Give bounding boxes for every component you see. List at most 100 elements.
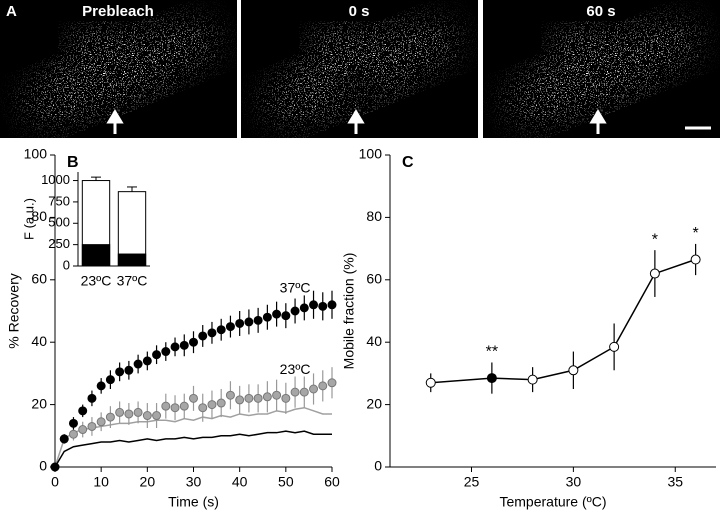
y-tick-label: 100 bbox=[359, 146, 383, 162]
bar bbox=[117, 253, 147, 267]
data-point bbox=[327, 300, 337, 310]
data-point bbox=[290, 306, 300, 316]
y-tick-label: 80 bbox=[366, 208, 382, 224]
data-point bbox=[170, 403, 180, 413]
data-point bbox=[649, 268, 660, 279]
y-tick-label: 100 bbox=[24, 146, 48, 162]
x-tick-label: 25 bbox=[464, 474, 480, 490]
y-tick-label: 1000 bbox=[41, 172, 70, 187]
x-tick-label: 60 bbox=[324, 474, 340, 490]
y-tick-label: 40 bbox=[31, 333, 47, 349]
data-point bbox=[59, 434, 69, 444]
data-point bbox=[133, 407, 143, 417]
data-point bbox=[486, 373, 497, 384]
data-point bbox=[105, 375, 115, 385]
data-point bbox=[425, 377, 436, 388]
y-tick-label: 250 bbox=[48, 236, 70, 251]
data-point bbox=[142, 411, 152, 421]
panel-label: A bbox=[6, 3, 17, 20]
y-tick-label: 0 bbox=[374, 458, 382, 474]
x-tick-label: 30 bbox=[566, 474, 582, 490]
data-point bbox=[198, 331, 208, 341]
data-point bbox=[78, 425, 88, 435]
image-panel bbox=[483, 0, 720, 138]
data-point bbox=[609, 341, 620, 352]
bar bbox=[81, 244, 111, 267]
image-panel bbox=[0, 0, 237, 138]
data-point bbox=[262, 312, 272, 322]
y-tick-label: 500 bbox=[48, 215, 70, 230]
annotation: ** bbox=[486, 344, 498, 361]
data-point bbox=[207, 400, 217, 410]
image-title: Prebleach bbox=[82, 3, 154, 20]
data-point bbox=[87, 393, 97, 403]
y-axis-label: Mobile fraction (%) bbox=[341, 253, 357, 370]
x-tick-label: 20 bbox=[140, 474, 156, 490]
data-point bbox=[290, 387, 300, 397]
data-point bbox=[244, 393, 254, 403]
data-point bbox=[309, 300, 319, 310]
x-tick-label: 35 bbox=[667, 474, 683, 490]
data-point bbox=[96, 417, 106, 427]
data-point bbox=[96, 381, 106, 391]
data-point bbox=[198, 403, 208, 413]
data-point bbox=[124, 409, 134, 419]
y-axis-label: F (a.u.) bbox=[21, 198, 36, 240]
x-tick-label: 37ºC bbox=[117, 273, 148, 289]
data-point bbox=[152, 411, 162, 421]
y-tick-label: 20 bbox=[31, 395, 47, 411]
data-point bbox=[68, 418, 78, 428]
data-point bbox=[216, 325, 226, 335]
y-tick-label: 0 bbox=[63, 257, 70, 272]
data-point bbox=[281, 393, 291, 403]
data-point bbox=[68, 429, 78, 439]
data-point bbox=[318, 301, 328, 311]
series-line bbox=[54, 430, 332, 468]
data-point bbox=[299, 387, 309, 397]
y-axis-label: % Recovery bbox=[6, 273, 22, 348]
data-point bbox=[161, 401, 171, 411]
y-tick-label: 750 bbox=[48, 193, 70, 208]
y-tick-label: 80 bbox=[31, 208, 47, 224]
image-title: 0 s bbox=[349, 3, 370, 20]
data-point bbox=[161, 347, 171, 357]
data-point bbox=[568, 365, 579, 376]
data-point bbox=[105, 412, 115, 422]
data-point bbox=[235, 318, 245, 328]
data-point bbox=[124, 365, 134, 375]
x-tick-label: 50 bbox=[278, 474, 294, 490]
data-point bbox=[299, 303, 309, 313]
x-tick-label: 30 bbox=[186, 474, 202, 490]
x-tick-label: 23ºC bbox=[81, 273, 112, 289]
data-point bbox=[207, 328, 217, 338]
data-point bbox=[244, 317, 254, 327]
series-line bbox=[54, 406, 332, 468]
data-point bbox=[262, 392, 272, 402]
data-point bbox=[189, 337, 198, 347]
data-point bbox=[318, 381, 328, 391]
panel-label: B bbox=[67, 154, 79, 171]
data-point bbox=[281, 311, 291, 321]
data-point bbox=[253, 393, 263, 403]
y-tick-label: 40 bbox=[366, 333, 382, 349]
data-point bbox=[142, 356, 152, 366]
data-point bbox=[225, 322, 235, 332]
data-point bbox=[189, 393, 198, 403]
y-tick-label: 0 bbox=[39, 458, 47, 474]
data-point bbox=[235, 395, 245, 405]
data-point bbox=[133, 359, 143, 369]
data-point bbox=[78, 406, 88, 416]
data-point bbox=[327, 378, 337, 388]
data-point bbox=[115, 367, 125, 377]
data-point bbox=[690, 254, 701, 265]
x-axis-label: Temperature (ºC) bbox=[499, 494, 606, 510]
y-tick-label: 20 bbox=[366, 395, 382, 411]
data-point bbox=[170, 342, 180, 352]
x-axis-label: Time (s) bbox=[168, 494, 219, 510]
x-tick-label: 10 bbox=[93, 474, 109, 490]
data-point bbox=[309, 384, 319, 394]
y-tick-label: 60 bbox=[366, 271, 382, 287]
data-point bbox=[225, 390, 235, 400]
x-tick-label: 40 bbox=[232, 474, 248, 490]
